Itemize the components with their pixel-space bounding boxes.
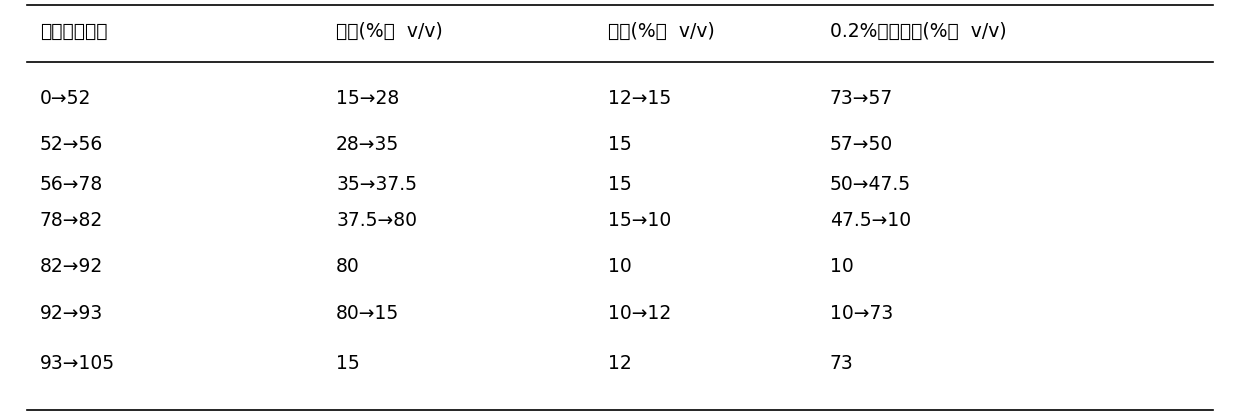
Text: 0.2%磷酸溶液(%，  v/v): 0.2%磷酸溶液(%， v/v) <box>830 22 1007 41</box>
Text: 15→28: 15→28 <box>336 90 399 108</box>
Text: 56→78: 56→78 <box>40 176 103 195</box>
Text: 乙腈(%，  v/v): 乙腈(%， v/v) <box>336 22 443 41</box>
Text: 时间（分钟）: 时间（分钟） <box>40 22 108 41</box>
Text: 80→15: 80→15 <box>336 304 399 322</box>
Text: 50→47.5: 50→47.5 <box>830 176 911 195</box>
Text: 93→105: 93→105 <box>40 354 115 373</box>
Text: 10: 10 <box>830 257 853 276</box>
Text: 10→73: 10→73 <box>830 304 893 322</box>
Text: 15: 15 <box>336 354 360 373</box>
Text: 52→56: 52→56 <box>40 134 103 154</box>
Text: 37.5→80: 37.5→80 <box>336 211 417 230</box>
Text: 47.5→10: 47.5→10 <box>830 211 911 230</box>
Text: 10→12: 10→12 <box>608 304 671 322</box>
Text: 15→10: 15→10 <box>608 211 671 230</box>
Text: 35→37.5: 35→37.5 <box>336 176 417 195</box>
Text: 73→57: 73→57 <box>830 90 893 108</box>
Text: 78→82: 78→82 <box>40 211 103 230</box>
Text: 15: 15 <box>608 134 631 154</box>
Text: 10: 10 <box>608 257 631 276</box>
Text: 15: 15 <box>608 176 631 195</box>
Text: 82→92: 82→92 <box>40 257 103 276</box>
Text: 28→35: 28→35 <box>336 134 399 154</box>
Text: 73: 73 <box>830 354 853 373</box>
Text: 0→52: 0→52 <box>40 90 92 108</box>
Text: 甲醇(%，  v/v): 甲醇(%， v/v) <box>608 22 714 41</box>
Text: 12→15: 12→15 <box>608 90 671 108</box>
Text: 80: 80 <box>336 257 360 276</box>
Text: 92→93: 92→93 <box>40 304 103 322</box>
Text: 57→50: 57→50 <box>830 134 893 154</box>
Text: 12: 12 <box>608 354 631 373</box>
